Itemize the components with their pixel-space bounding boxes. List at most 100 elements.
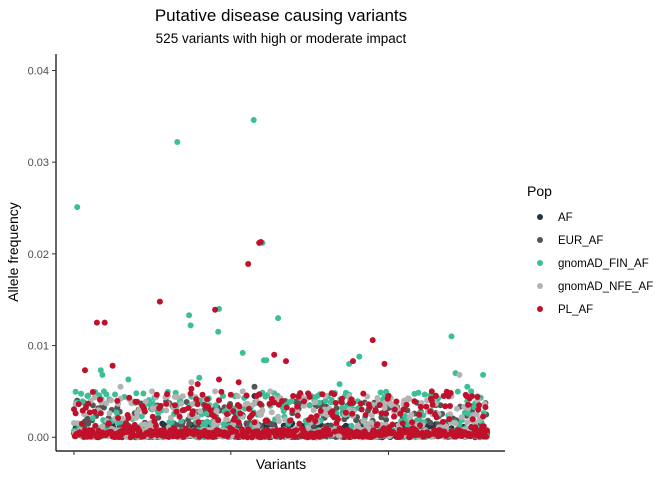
data-point <box>433 414 440 421</box>
data-point <box>256 391 263 398</box>
data-point <box>297 390 304 397</box>
data-point <box>223 416 230 423</box>
data-point <box>391 413 397 420</box>
data-point <box>465 401 472 408</box>
data-point <box>92 422 99 429</box>
data-point <box>103 391 110 398</box>
data-point <box>464 383 471 390</box>
data-point <box>134 398 141 405</box>
data-point <box>190 408 196 415</box>
legend-label: PL_AF <box>558 304 593 316</box>
data-point <box>233 429 240 436</box>
data-point <box>186 312 193 319</box>
data-point <box>431 427 438 434</box>
data-point <box>480 423 487 430</box>
data-point <box>428 388 435 395</box>
data-point <box>360 390 367 397</box>
data-point <box>416 411 423 418</box>
data-point <box>194 381 201 388</box>
data-point <box>245 261 252 267</box>
data-point <box>480 413 487 420</box>
data-point <box>399 420 406 427</box>
data-point <box>385 393 392 399</box>
data-point <box>310 407 317 414</box>
data-point <box>153 391 160 398</box>
legend-title: Pop <box>527 183 552 199</box>
data-point <box>84 415 91 422</box>
data-point <box>141 408 148 415</box>
data-point <box>350 400 356 406</box>
data-point <box>105 420 112 427</box>
data-point <box>149 413 156 420</box>
data-point <box>178 418 185 425</box>
data-point <box>369 337 376 344</box>
data-point <box>157 402 164 409</box>
chart-subtitle: 525 variants with high or moderate impac… <box>156 31 407 46</box>
data-point <box>440 393 447 399</box>
data-point <box>163 400 170 407</box>
data-point <box>371 432 378 439</box>
data-point <box>239 388 246 395</box>
data-point <box>476 402 483 409</box>
data-point <box>383 416 390 423</box>
data-point <box>194 401 201 408</box>
data-point <box>149 405 156 412</box>
data-point <box>447 411 453 418</box>
data-point <box>186 421 193 428</box>
data-point <box>153 422 159 429</box>
data-point <box>236 403 243 410</box>
data-point <box>381 360 388 367</box>
data-point <box>439 418 446 425</box>
data-point <box>282 416 289 423</box>
data-point <box>301 398 308 405</box>
data-point <box>85 400 92 407</box>
data-point <box>125 376 132 383</box>
data-point <box>368 419 375 426</box>
data-point <box>239 349 246 356</box>
data-point <box>250 117 257 123</box>
data-point <box>339 405 345 411</box>
data-point <box>108 397 114 404</box>
data-point <box>117 383 124 390</box>
data-point <box>251 419 258 426</box>
y-tick-label: 0.04 <box>28 66 49 78</box>
data-point <box>86 409 93 416</box>
data-point <box>249 401 256 408</box>
data-point <box>322 398 329 404</box>
data-point <box>271 351 278 358</box>
data-point <box>155 414 162 421</box>
data-point <box>93 319 100 326</box>
legend: Pop AF EUR_AF gnomAD_FIN_AF gnomAD_NFE_AF PL… <box>527 183 653 316</box>
data-point <box>356 353 363 360</box>
data-point <box>113 409 120 416</box>
data-point <box>452 420 459 427</box>
data-point <box>91 408 98 415</box>
data-point <box>89 415 96 421</box>
data-point <box>101 319 108 326</box>
data-point <box>437 402 444 409</box>
data-point <box>263 357 270 364</box>
data-point <box>178 400 185 407</box>
y-tick-label: 0.01 <box>28 341 49 353</box>
data-point <box>366 404 373 410</box>
data-point <box>335 416 341 423</box>
data-point <box>114 397 121 404</box>
data-point <box>123 420 129 427</box>
legend-key <box>537 237 543 243</box>
data-point <box>84 393 91 399</box>
data-point <box>447 390 454 396</box>
data-point <box>133 390 140 397</box>
data-point <box>296 420 303 427</box>
data-point <box>312 399 319 406</box>
data-point <box>246 405 252 412</box>
data-point <box>187 322 194 329</box>
data-point <box>308 414 315 421</box>
data-point <box>482 404 489 411</box>
data-point <box>376 402 383 408</box>
data-point <box>415 389 422 396</box>
data-point <box>244 400 251 407</box>
data-point <box>349 410 356 417</box>
data-point <box>97 367 104 374</box>
legend-label: gnomAD_FIN_AF <box>558 258 649 270</box>
data-point <box>287 417 293 424</box>
